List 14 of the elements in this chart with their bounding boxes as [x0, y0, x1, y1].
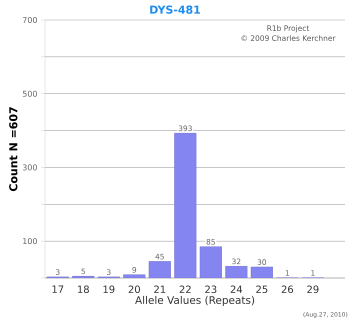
x-tick-label: 22: [180, 286, 191, 293]
x-tick-label: 26: [282, 286, 294, 294]
y-axis-title: Count N =607: [9, 107, 18, 192]
x-tick-label: 29: [307, 286, 318, 294]
x-tick-label: 17: [52, 286, 64, 293]
x-tick-label: 19: [104, 286, 114, 294]
x-tick-label: 20: [128, 286, 140, 294]
x-tick-label: 25: [256, 286, 268, 294]
chart-title: DYS-481: [150, 6, 200, 14]
x-axis-title: Allele Values (Repeats): [135, 296, 254, 306]
x-tick-label: 24: [230, 286, 242, 293]
x-tick-label: 21: [154, 286, 166, 293]
x-tick-label: 23: [205, 286, 216, 294]
x-tick-label: 18: [78, 286, 89, 294]
